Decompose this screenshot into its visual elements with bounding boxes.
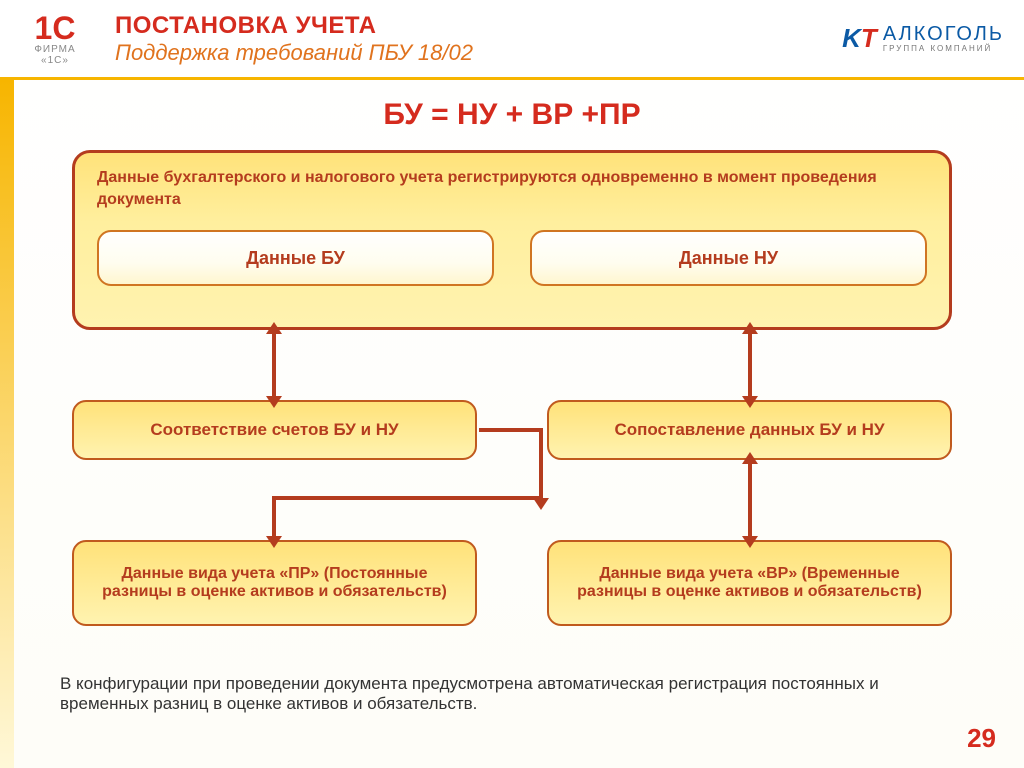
arrow-bu-to-accounts (272, 332, 276, 398)
inner-pair: Данные БУ Данные НУ (97, 230, 927, 286)
page-number: 29 (967, 723, 996, 754)
arrow-compare-to-vr (748, 462, 752, 538)
arrow-nu-to-compare (748, 332, 752, 398)
logo-alkogol-sub: ГРУППА КОМПАНИЙ (883, 44, 1004, 53)
title-line-1: ПОСТАНОВКА УЧЕТА (115, 12, 842, 40)
title-line-2: Поддержка требований ПБУ 18/02 (115, 40, 842, 66)
box-data-compare: Сопоставление данных БУ и НУ (547, 400, 952, 460)
elbow-h1 (479, 428, 543, 432)
logo-1c-mark: 1C (20, 12, 90, 44)
logo-1c-label: ФИРМА «1С» (20, 44, 90, 66)
logo-partner: KT АЛКОГОЛЬ ГРУППА КОМПАНИЙ (842, 23, 1004, 54)
elbow-arrow-to-pr (272, 496, 276, 538)
inner-box-nu: Данные НУ (530, 230, 927, 286)
logo-alkogol: АЛКОГОЛЬ (883, 24, 1004, 44)
flow-diagram: Данные бухгалтерского и налогового учета… (72, 150, 952, 630)
logo-1c: 1C ФИРМА «1С» (20, 12, 90, 66)
main-content: БУ = НУ + ВР +ПР Данные бухгалтерского и… (0, 80, 1024, 640)
outer-box-text: Данные бухгалтерского и налогового учета… (97, 167, 927, 210)
footer-note: В конфигурации при проведении документа … (60, 674, 964, 714)
box-accounts-correspond: Соответствие счетов БУ и НУ (72, 400, 477, 460)
box-pr-data: Данные вида учета «ПР» (Постоянные разни… (72, 540, 477, 626)
inner-box-bu: Данные БУ (97, 230, 494, 286)
box-vr-data: Данные вида учета «ВР» (Временные разниц… (547, 540, 952, 626)
outer-group-box: Данные бухгалтерского и налогового учета… (72, 150, 952, 330)
slide-title: ПОСТАНОВКА УЧЕТА Поддержка требований ПБ… (115, 12, 842, 66)
elbow-v1 (539, 428, 543, 500)
logo-kt-icon: KT (842, 23, 877, 54)
formula-heading: БУ = НУ + ВР +ПР (40, 98, 984, 132)
elbow-h2 (272, 496, 543, 500)
header: 1C ФИРМА «1С» ПОСТАНОВКА УЧЕТА Поддержка… (0, 0, 1024, 80)
